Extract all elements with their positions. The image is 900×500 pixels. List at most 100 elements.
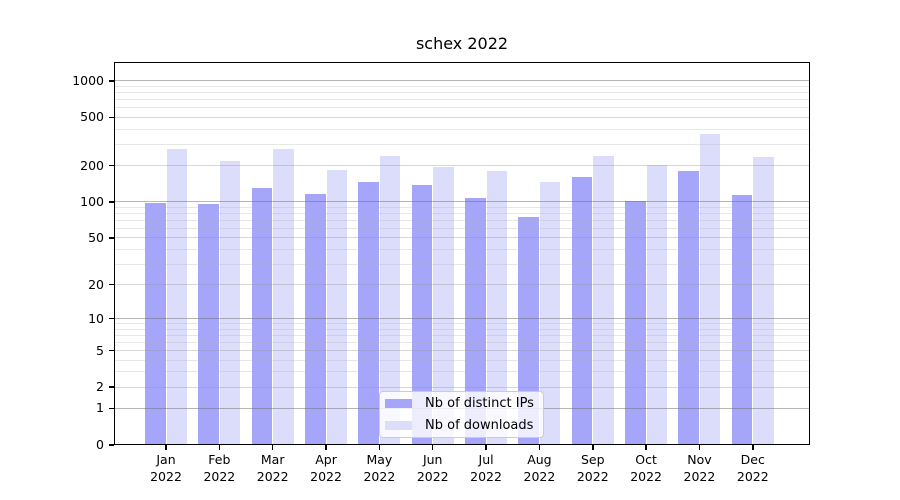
y-tick-label-0: 0 bbox=[96, 437, 104, 452]
y-tick-10 bbox=[109, 317, 114, 320]
y-tick-5 bbox=[109, 349, 114, 352]
x-tick-label-nov: Nov 2022 bbox=[683, 452, 716, 484]
y-tick-1000 bbox=[109, 80, 114, 82]
bar-distinct-ips-jun bbox=[411, 184, 433, 445]
y-tick-20 bbox=[109, 283, 114, 286]
gridline-minor-30 bbox=[114, 263, 810, 265]
x-tick-nov bbox=[698, 445, 701, 450]
bar-distinct-ips-feb bbox=[198, 204, 219, 445]
gridline-minor-9 bbox=[114, 323, 810, 325]
gridline-200 bbox=[114, 165, 810, 167]
gridline-minor-60 bbox=[114, 227, 810, 229]
y-tick-label-200: 200 bbox=[80, 157, 104, 173]
bar-downloads-apr bbox=[326, 170, 348, 445]
bar-distinct-ips-dec bbox=[731, 194, 753, 445]
legend-swatch-downloads bbox=[385, 421, 412, 430]
gridline-minor-7 bbox=[114, 334, 810, 336]
bar-downloads-aug bbox=[539, 182, 561, 445]
gridline-minor-900 bbox=[114, 85, 810, 87]
x-tick-jul bbox=[485, 445, 487, 450]
x-tick-jun bbox=[431, 445, 434, 450]
y-tick-label-5: 5 bbox=[96, 342, 104, 358]
gridline-5 bbox=[114, 350, 810, 352]
gridline-minor-300 bbox=[114, 143, 810, 145]
y-tick-label-2: 2 bbox=[96, 379, 104, 395]
legend-label-distinct-ips: Nb of distinct IPs bbox=[425, 395, 534, 411]
bar-distinct-ips-nov bbox=[678, 171, 699, 445]
y-tick-label-10: 10 bbox=[88, 310, 104, 326]
gridline-10 bbox=[114, 318, 810, 320]
x-tick-jan bbox=[165, 445, 167, 450]
x-tick-label-jan: Jan 2022 bbox=[150, 452, 182, 484]
bar-downloads-oct bbox=[646, 164, 668, 445]
bar-distinct-ips-may bbox=[358, 181, 379, 445]
gridline-minor-400 bbox=[114, 128, 810, 130]
bar-distinct-ips-aug bbox=[518, 217, 539, 445]
gridline-minor-600 bbox=[114, 107, 810, 109]
legend-swatch-distinct-ips bbox=[385, 399, 412, 408]
bar-downloads-jun bbox=[433, 166, 454, 445]
gridline-minor-70 bbox=[114, 219, 810, 221]
gridline-minor-90 bbox=[114, 206, 810, 208]
gridline-minor-700 bbox=[114, 99, 810, 101]
gridline-minor-4 bbox=[114, 359, 810, 361]
y-tick-100 bbox=[109, 201, 114, 203]
gridline-2 bbox=[114, 386, 810, 388]
x-tick-label-aug: Aug 2022 bbox=[523, 452, 556, 484]
x-tick-sep bbox=[592, 445, 594, 450]
bar-downloads-nov bbox=[699, 134, 721, 445]
gridline-50 bbox=[114, 237, 810, 239]
bar-downloads-jan bbox=[166, 148, 187, 445]
bar-downloads-feb bbox=[219, 160, 241, 445]
bar-distinct-ips-sep bbox=[571, 177, 593, 445]
x-tick-label-mar: Mar 2022 bbox=[256, 452, 289, 484]
gridline-100 bbox=[114, 201, 810, 203]
bar-downloads-sep bbox=[593, 156, 614, 445]
legend-label-downloads: Nb of downloads bbox=[425, 417, 534, 433]
x-tick-label-apr: Apr 2022 bbox=[310, 452, 342, 484]
bar-downloads-dec bbox=[753, 157, 774, 445]
gridline-minor-8 bbox=[114, 328, 810, 330]
gridline-20 bbox=[114, 284, 810, 286]
bar-distinct-ips-oct bbox=[625, 200, 646, 445]
x-tick-label-jul: Jul 2022 bbox=[470, 452, 502, 484]
x-tick-label-oct: Oct 2022 bbox=[630, 452, 662, 484]
gridline-minor-800 bbox=[114, 92, 810, 94]
bar-distinct-ips-jul bbox=[465, 198, 486, 445]
bar-downloads-jul bbox=[486, 171, 508, 445]
y-tick-200 bbox=[109, 164, 114, 167]
legend: Nb of distinct IPs Nb of downloads bbox=[379, 391, 544, 438]
x-tick-label-jun: Jun 2022 bbox=[416, 452, 449, 484]
x-tick-label-feb: Feb 2022 bbox=[203, 452, 236, 484]
y-tick-0 bbox=[109, 444, 114, 446]
x-tick-feb bbox=[218, 445, 221, 450]
y-tick-50 bbox=[109, 237, 114, 239]
gridline-500 bbox=[114, 116, 810, 118]
gridline-minor-3 bbox=[114, 371, 810, 373]
bar-distinct-ips-mar bbox=[251, 187, 273, 445]
x-tick-apr bbox=[325, 445, 327, 450]
bar-downloads-mar bbox=[273, 149, 294, 445]
bar-downloads-may bbox=[379, 155, 401, 445]
x-tick-oct bbox=[645, 445, 647, 450]
x-tick-label-dec: Dec 2022 bbox=[736, 452, 769, 484]
y-tick-label-50: 50 bbox=[88, 229, 104, 245]
gridline-minor-40 bbox=[114, 248, 810, 250]
gridline-minor-80 bbox=[114, 212, 810, 214]
x-tick-label-may: May 2022 bbox=[363, 452, 396, 484]
y-tick-label-100: 100 bbox=[80, 193, 104, 209]
y-tick-label-1000: 1000 bbox=[72, 72, 104, 88]
y-tick-1 bbox=[109, 407, 114, 410]
bar-distinct-ips-jan bbox=[145, 203, 166, 445]
x-tick-label-sep: Sep 2022 bbox=[576, 452, 609, 484]
plot-area bbox=[114, 62, 810, 445]
gridline-1000 bbox=[114, 80, 810, 82]
chart-title: schex 2022 bbox=[415, 34, 509, 53]
y-tick-2 bbox=[109, 386, 114, 388]
legend-item-distinct-ips: Nb of distinct IPs bbox=[385, 396, 537, 412]
y-tick-label-500: 500 bbox=[80, 109, 104, 125]
x-tick-may bbox=[378, 445, 381, 450]
y-tick-label-20: 20 bbox=[88, 276, 104, 292]
x-tick-mar bbox=[271, 445, 274, 450]
legend-item-downloads: Nb of downloads bbox=[385, 418, 537, 434]
